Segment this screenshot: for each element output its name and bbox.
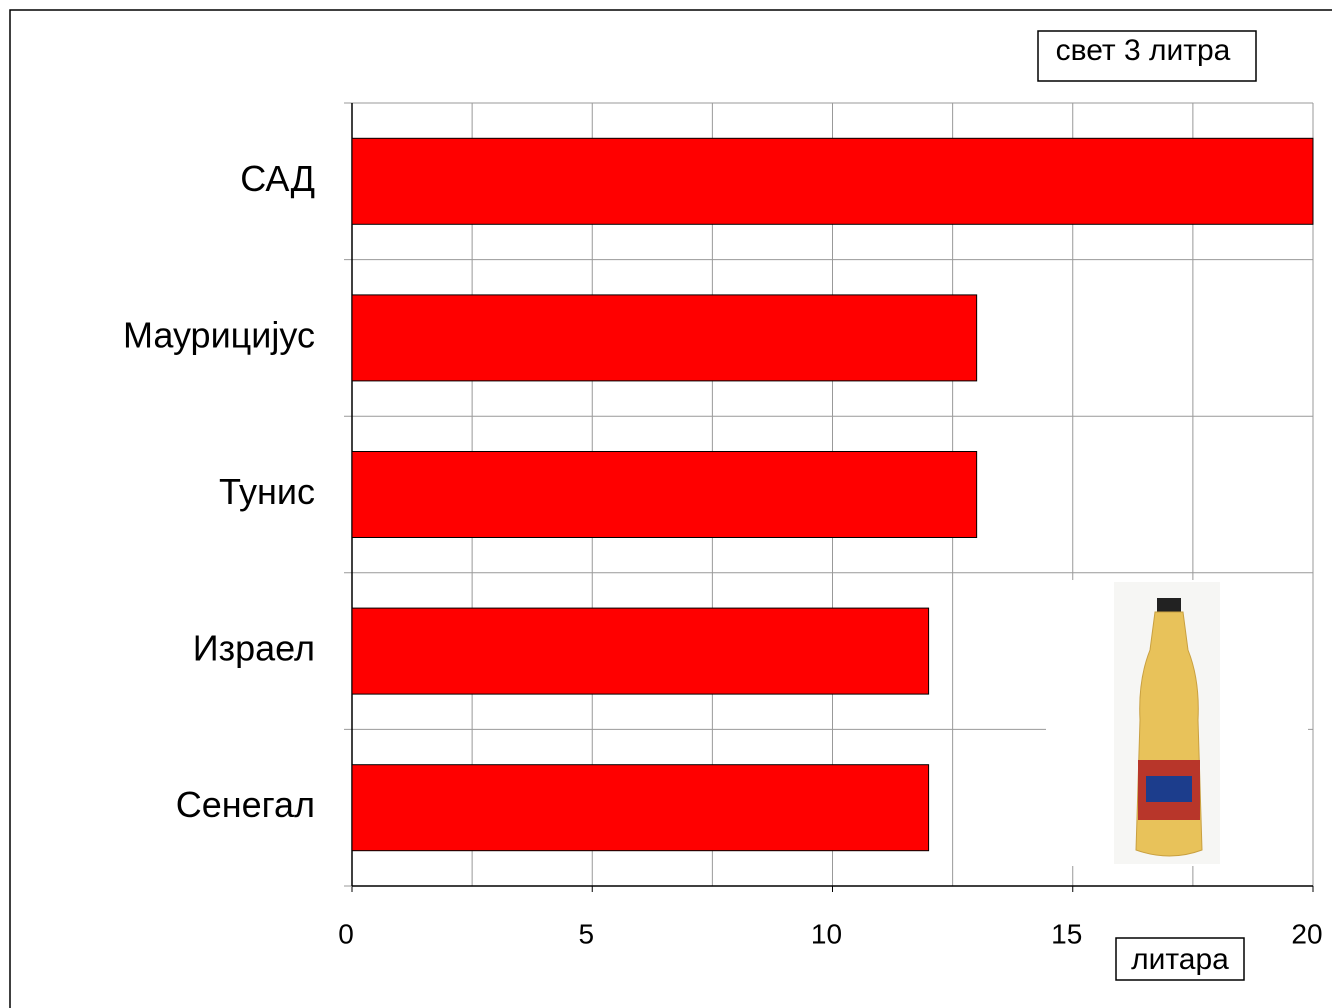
x-axis-label: литара xyxy=(1131,943,1229,976)
title-box xyxy=(1037,30,1257,82)
bar xyxy=(351,294,978,382)
bottle-cap xyxy=(1157,598,1181,612)
bar xyxy=(351,607,930,695)
plot-area: 0 5 10 15 20 САД Маурицијус Тунис Израел Сенегал xyxy=(123,102,1323,949)
x-tick-label: 5 xyxy=(578,918,594,949)
bar xyxy=(351,451,978,538)
y-tick-label: Сенегал xyxy=(176,784,315,825)
x-tick-label: 0 xyxy=(338,918,354,949)
bar xyxy=(351,764,930,852)
y-tick-label: Тунис xyxy=(219,471,315,512)
x-tick-label: 15 xyxy=(1051,918,1082,949)
bottle-picture xyxy=(1046,580,1308,866)
y-tick-label: Маурицијус xyxy=(123,314,315,355)
y-tick-label: Израел xyxy=(193,628,315,669)
x-tick-label: 10 xyxy=(811,918,842,949)
bottle-label-logo xyxy=(1146,776,1192,802)
y-tick-label: САД xyxy=(240,158,315,199)
x-label-box xyxy=(1115,937,1245,981)
bar xyxy=(351,137,1314,225)
chart-title: свет 3 литра xyxy=(1056,34,1231,67)
x-tick-label: 20 xyxy=(1291,918,1322,949)
